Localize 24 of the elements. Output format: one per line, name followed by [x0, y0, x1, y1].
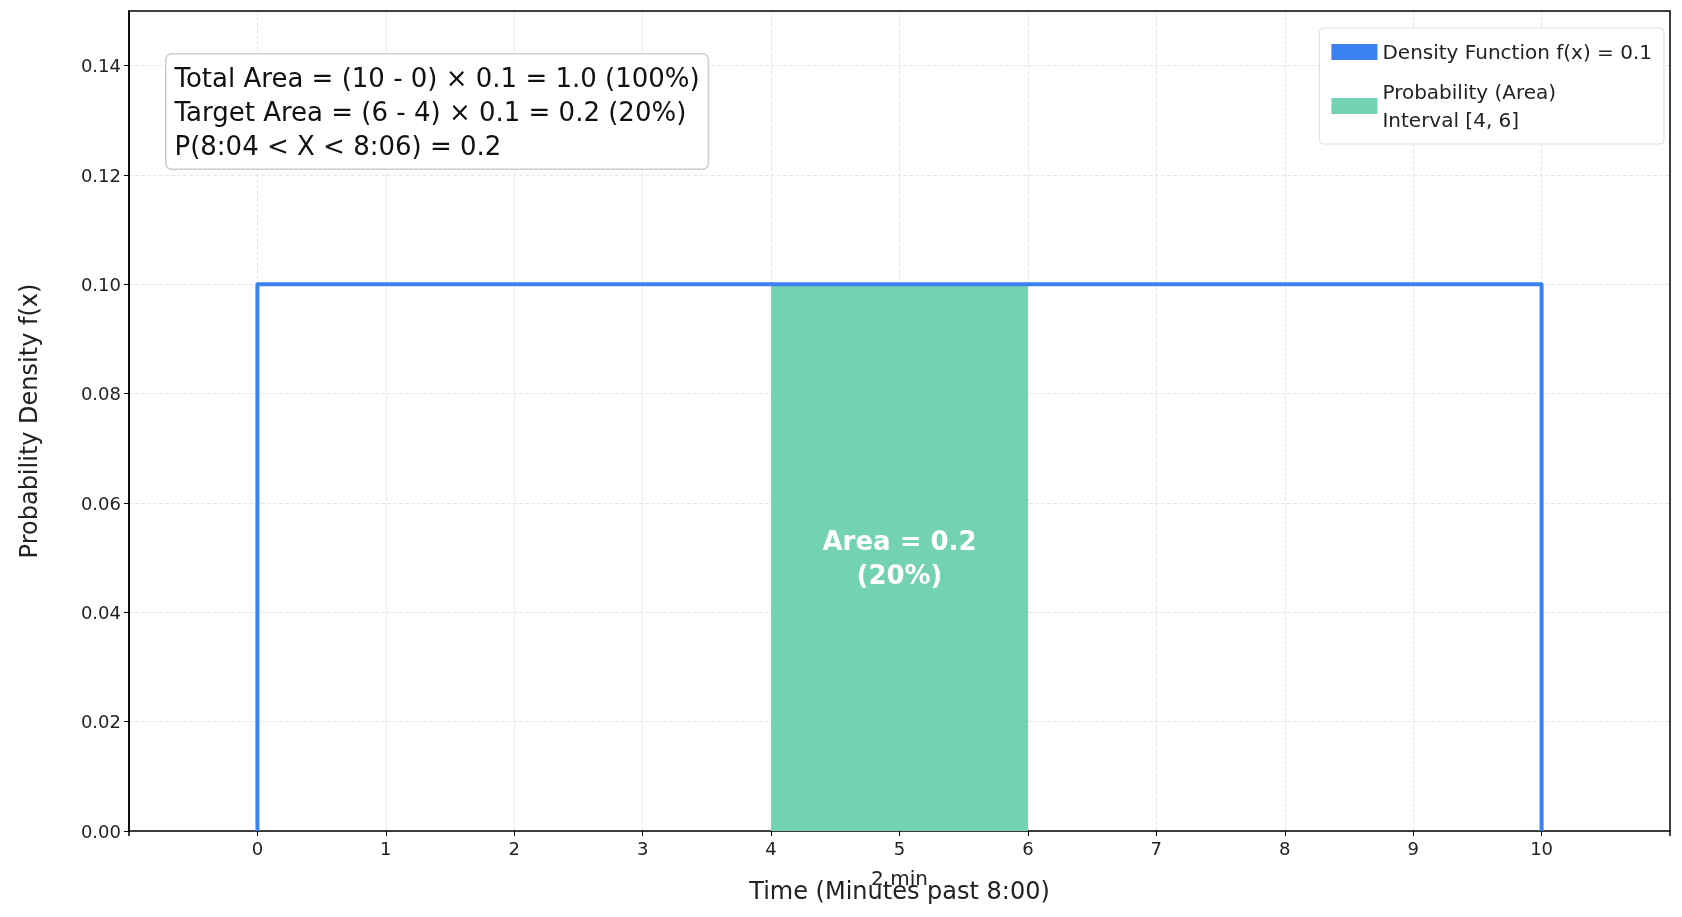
- y-tick-label: 0.04: [80, 601, 121, 623]
- y-axis-title: Probability Density f(x): [15, 283, 43, 559]
- x-tick-label: 2: [508, 837, 520, 859]
- x-tick-label: 10: [1530, 837, 1554, 859]
- x-tick-label: 4: [765, 837, 777, 859]
- x-tick-label: 6: [1022, 837, 1034, 859]
- legend-label: Density Function f(x) = 0.1: [1382, 40, 1653, 64]
- x-tick-label: 3: [636, 837, 649, 859]
- x-tick-label: 0: [251, 837, 264, 859]
- legend-label: Probability (Area) Interval [4, 6]: [1382, 80, 1557, 132]
- y-tick-label: 0.10: [80, 273, 121, 295]
- x-tick-label: 8: [1279, 837, 1291, 859]
- x-tick-label: 5: [893, 837, 906, 859]
- annotation: Area = 0.2 (20%): [822, 525, 977, 590]
- annotation: Total Area = (10 - 0) × 0.1 = 1.0 (100%) Target Area = (6 - 4) × 0.1 = 0.2 (20%) P(8:04 < X < 8:06) = 0.2: [173, 62, 700, 161]
- y-tick-label: 0.12: [80, 164, 121, 186]
- y-tick-label: 0.00: [80, 820, 121, 842]
- x-tick-label: 7: [1150, 837, 1163, 859]
- y-tick-label: 0.08: [80, 383, 121, 405]
- x-tick-label: 1: [380, 837, 392, 859]
- x-tick-label: 9: [1407, 837, 1419, 859]
- y-tick-label: 0.14: [80, 55, 121, 77]
- y-tick-label: 0.06: [80, 492, 121, 514]
- y-tick-label: 0.02: [80, 711, 121, 733]
